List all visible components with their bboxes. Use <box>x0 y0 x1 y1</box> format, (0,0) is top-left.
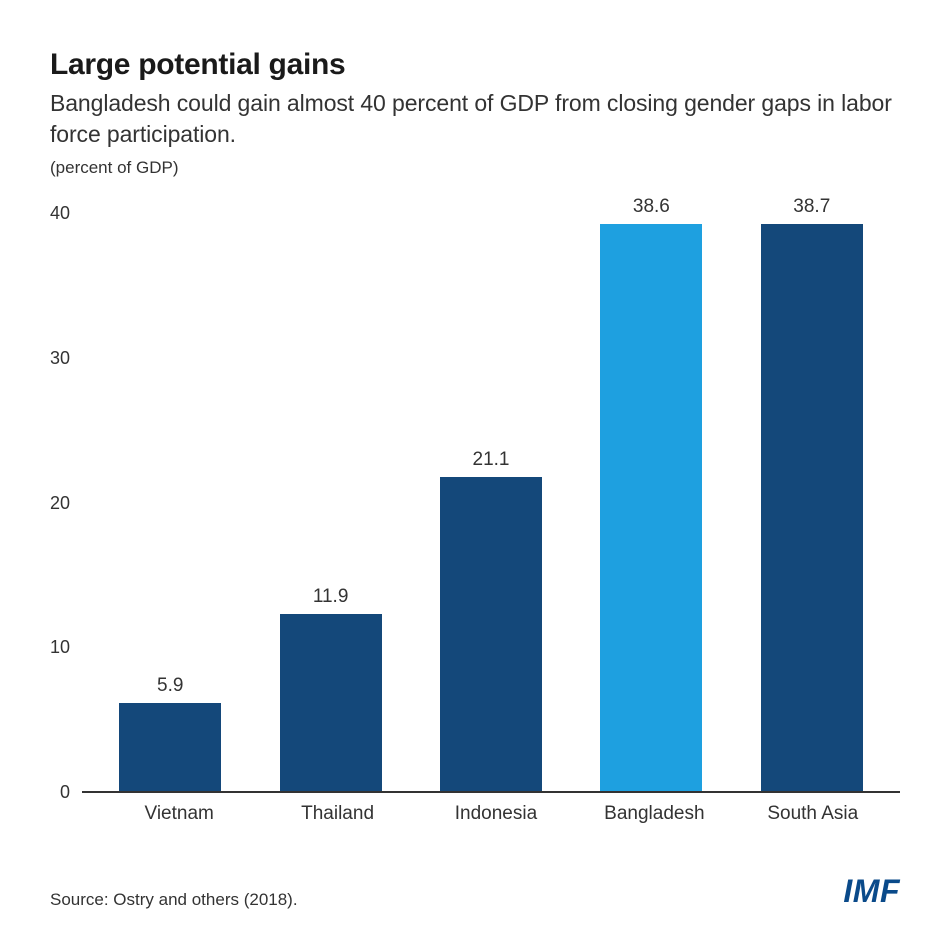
bar <box>761 224 863 791</box>
bars-area: 5.9 11.9 21.1 38.6 38.7 <box>82 196 900 793</box>
footer: Source: Ostry and others (2018). IMF <box>50 869 900 910</box>
y-axis-label: (percent of GDP) <box>50 158 900 178</box>
x-tick-label: Thailand <box>263 803 413 825</box>
bar-value-label: 21.1 <box>473 449 510 471</box>
y-tick: 20 <box>50 494 70 512</box>
y-tick: 10 <box>50 638 70 656</box>
bar <box>280 614 382 791</box>
y-axis: 403020100 <box>50 196 82 793</box>
x-tick-label: Vietnam <box>104 803 254 825</box>
bars-container: 5.9 11.9 21.1 38.6 38.7 <box>82 196 900 791</box>
x-tick-label: South Asia <box>738 803 888 825</box>
bar-value-label: 38.6 <box>633 196 670 218</box>
x-axis: Vietnam Thailand Indonesia Bangladesh South … <box>50 793 900 825</box>
source-text: Source: Ostry and others (2018). <box>50 890 298 910</box>
x-tick-label: Bangladesh <box>579 803 729 825</box>
plot-area: 403020100 5.911.921.138.638.7 <box>50 196 900 793</box>
bar-value-label: 38.7 <box>793 196 830 218</box>
y-tick: 0 <box>60 783 70 801</box>
bar <box>440 477 542 791</box>
chart-area: 40 30 20 10 0 5.9 11.9 21.1 38.6 38.7 Vietnam Tha… <box>50 196 900 825</box>
imf-logo: IMF <box>843 873 900 910</box>
bar-column: 5.9 <box>95 196 245 791</box>
bar <box>600 224 702 791</box>
bar-column: 38.7 <box>737 196 887 791</box>
bar-column: 38.6 <box>576 196 726 791</box>
bar-value-label: 11.9 <box>313 586 349 608</box>
x-labels: Vietnam Thailand Indonesia Bangladesh South … <box>92 793 900 825</box>
y-tick: 40 <box>50 204 70 222</box>
chart-title: Large potential gains <box>50 48 900 82</box>
x-tick-label: Indonesia <box>421 803 571 825</box>
bar-column: 11.9 <box>256 196 406 791</box>
bar-value-label: 5.9 <box>157 675 183 697</box>
chart-subtitle: Bangladesh could gain almost 40 percent … <box>50 88 900 150</box>
y-tick: 30 <box>50 349 70 367</box>
bar-column: 21.1 <box>416 196 566 791</box>
bar <box>119 703 221 791</box>
